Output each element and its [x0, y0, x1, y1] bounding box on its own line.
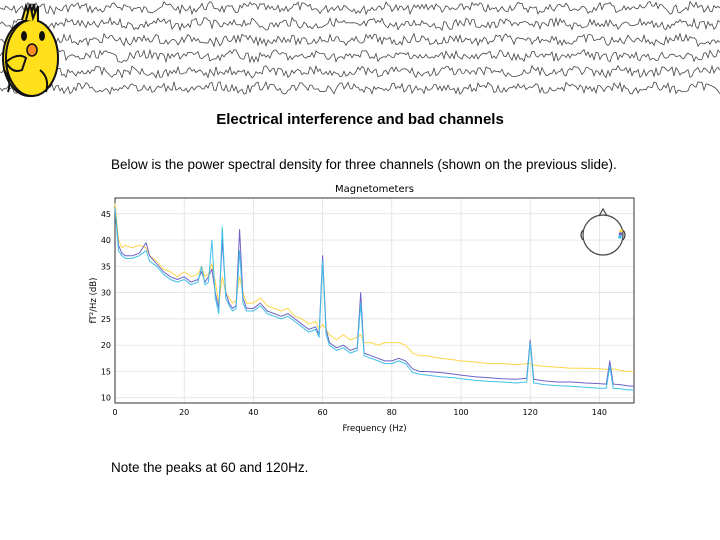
y-tick-label: 10	[101, 394, 111, 403]
intro-text: Below is the power spectral density for …	[111, 157, 617, 172]
psd-chart: Magnetometers 10 15 20 25 30 35 40 45 0 20 40 60 80 10…	[89, 184, 635, 434]
x-axis-label: Frequency (Hz)	[342, 424, 406, 434]
psd-series-line	[114, 208, 635, 387]
x-tick-label: 100	[453, 408, 468, 417]
x-tick-label: 140	[592, 408, 607, 417]
y-tick-label: 25	[101, 315, 111, 324]
y-tick-label: 45	[101, 210, 111, 219]
psd-series-line	[114, 208, 634, 391]
sensor-location-inset	[580, 207, 626, 256]
note-text: Note the peaks at 60 and 120Hz.	[111, 460, 309, 475]
plot-frame	[114, 197, 635, 404]
eeg-trace	[0, 48, 720, 64]
y-tick-label: 35	[101, 262, 111, 271]
y-tick-label: 20	[101, 341, 111, 350]
head-ear-right	[622, 229, 626, 241]
x-tick-label: 40	[248, 408, 258, 417]
eeg-traces	[0, 0, 720, 96]
y-tick-label: 40	[101, 236, 111, 245]
x-tick-label: 20	[179, 408, 189, 417]
chick-mascot-pointing-icon	[4, 3, 59, 97]
sensor-marker	[618, 235, 622, 239]
head-outline	[582, 214, 624, 256]
head-nose	[598, 207, 608, 217]
head-ear-left	[580, 229, 584, 241]
eeg-trace	[0, 64, 720, 79]
y-axis-label: fT²/Hz (dB)	[89, 278, 99, 324]
eeg-trace	[0, 16, 720, 32]
x-tick-label: 80	[387, 408, 397, 417]
sensor-marker	[618, 232, 623, 236]
eeg-banner	[0, 0, 720, 98]
psd-series-line	[114, 203, 634, 372]
y-tick-label: 15	[101, 367, 111, 376]
y-tick-label: 30	[101, 289, 111, 298]
chart-title: Magnetometers	[335, 184, 414, 195]
eeg-trace	[0, 0, 720, 16]
x-tick-label: 0	[112, 408, 117, 417]
eeg-trace	[0, 80, 720, 96]
sensor-marker	[619, 229, 623, 233]
x-tick-label: 60	[318, 408, 328, 417]
x-tick-label: 120	[523, 408, 538, 417]
slide-title: Electrical interference and bad channels	[216, 111, 504, 128]
eeg-trace	[0, 32, 720, 48]
